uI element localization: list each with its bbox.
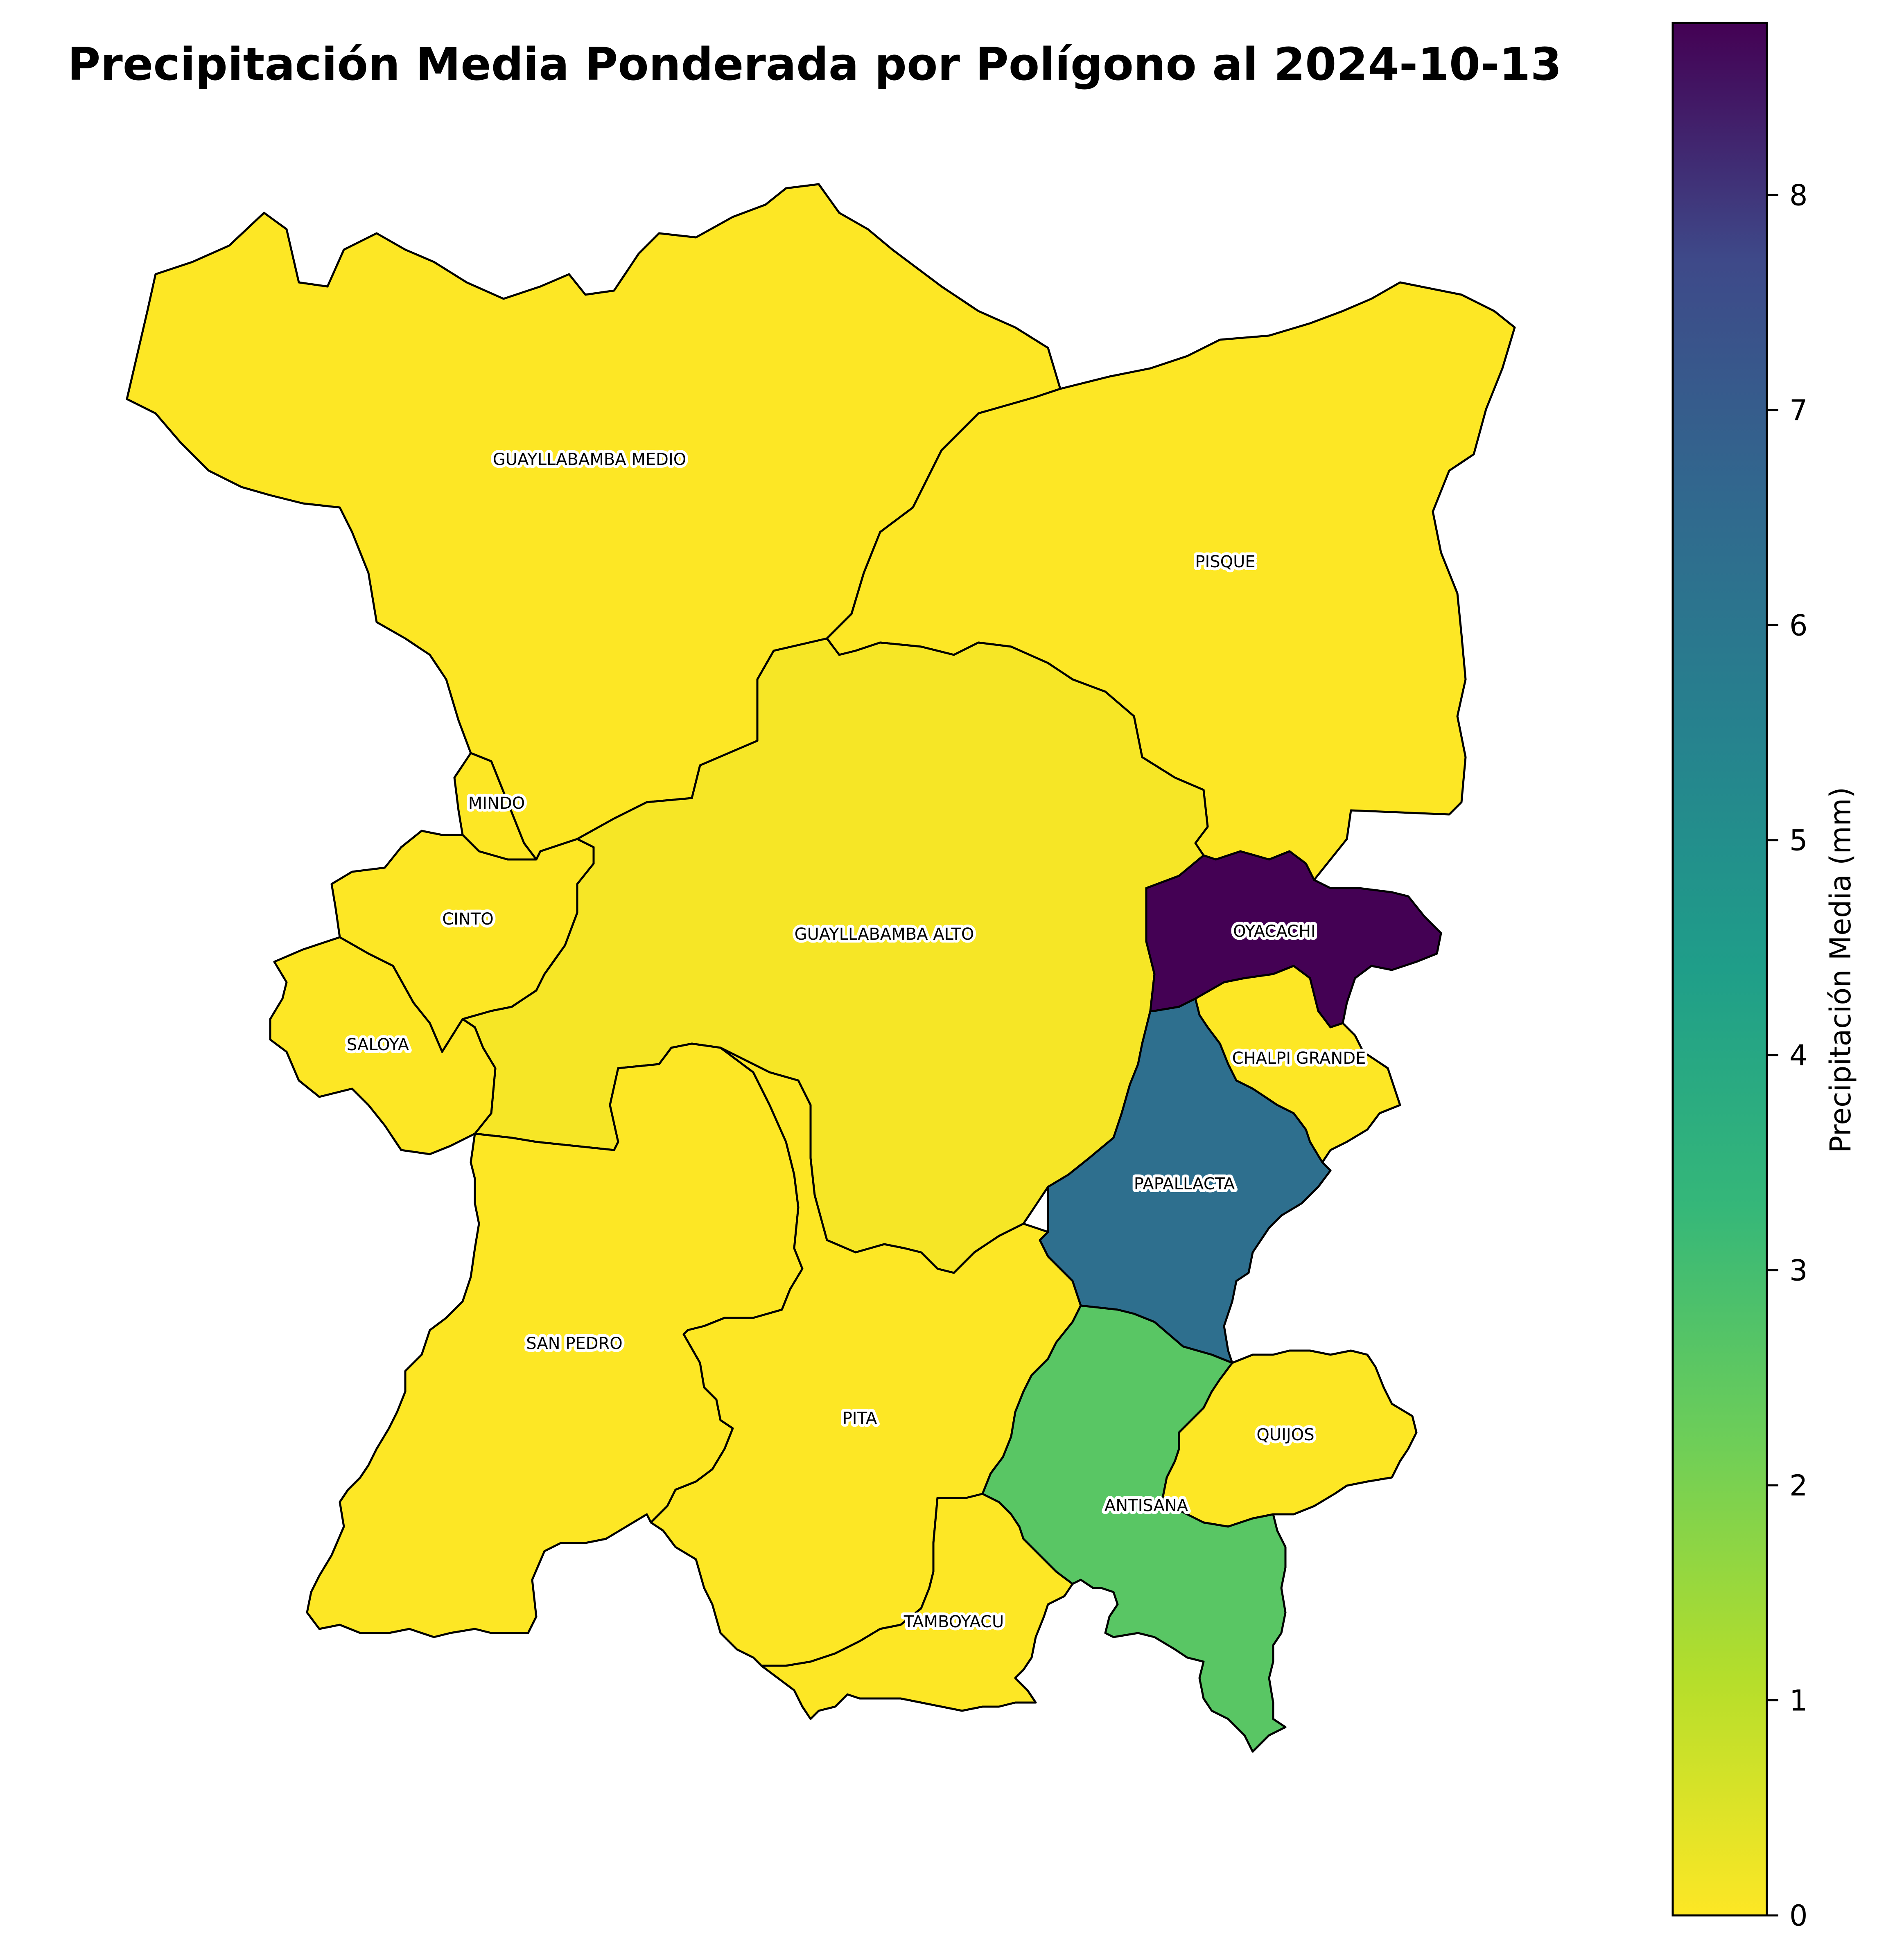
- label-papallacta: PAPALLACTA: [1134, 1175, 1235, 1193]
- label-oyacachi: OYACACHI: [1233, 922, 1316, 941]
- colorbar-tick-label: 1: [1789, 1684, 1808, 1718]
- colorbar-ticks: 0 1 2 3 4 5 6 7 8: [1767, 178, 1808, 1933]
- map-title: Precipitación Media Ponderada por Polígo…: [68, 38, 1562, 90]
- colorbar-tick-label: 6: [1789, 609, 1808, 642]
- region-saloya: [269, 936, 497, 1155]
- colorbar-label: Precipitación Media (mm): [1824, 787, 1857, 1153]
- colorbar: 0 1 2 3 4 5 6 7 8 Precipitación Media (mm): [1671, 22, 1857, 1933]
- map-regions: [126, 183, 1516, 1753]
- label-saloya: SALOYA: [347, 1035, 409, 1054]
- region-papallacta: [1039, 997, 1332, 1364]
- colorbar-tick-label: 3: [1789, 1254, 1808, 1288]
- label-antisana: ANTISANA: [1104, 1496, 1188, 1515]
- label-pita: PITA: [842, 1409, 877, 1428]
- label-guayllabamba-alto: GUAYLLABAMBA ALTO: [795, 925, 974, 944]
- region-labels: GUAYLLABAMBA MEDIO PISQUE GUAYLLABAMBA A…: [344, 447, 1369, 1634]
- colorbar-gradient: [1671, 22, 1768, 1917]
- colorbar-tick-label: 7: [1789, 394, 1808, 427]
- label-san-pedro: SAN PEDRO: [526, 1334, 623, 1353]
- colorbar-tick-label: 4: [1789, 1039, 1808, 1072]
- label-cinto: CINTO: [442, 910, 494, 929]
- label-quijos: QUIJOS: [1256, 1425, 1314, 1444]
- label-tamboyacu: TAMBOYACU: [903, 1613, 1004, 1631]
- colorbar-tick-label: 8: [1789, 178, 1808, 212]
- label-guayllabamba-medio: GUAYLLABAMBA MEDIO: [493, 450, 687, 469]
- region-antisana: [981, 1304, 1287, 1753]
- label-mindo: MINDO: [468, 794, 525, 813]
- colorbar-tick-label: 0: [1789, 1899, 1808, 1933]
- colorbar-tick-label: 5: [1789, 824, 1808, 857]
- label-chalpi-grande: CHALPI GRANDE: [1232, 1049, 1366, 1068]
- label-pisque: PISQUE: [1195, 553, 1255, 571]
- colorbar-tick-label: 2: [1789, 1469, 1808, 1502]
